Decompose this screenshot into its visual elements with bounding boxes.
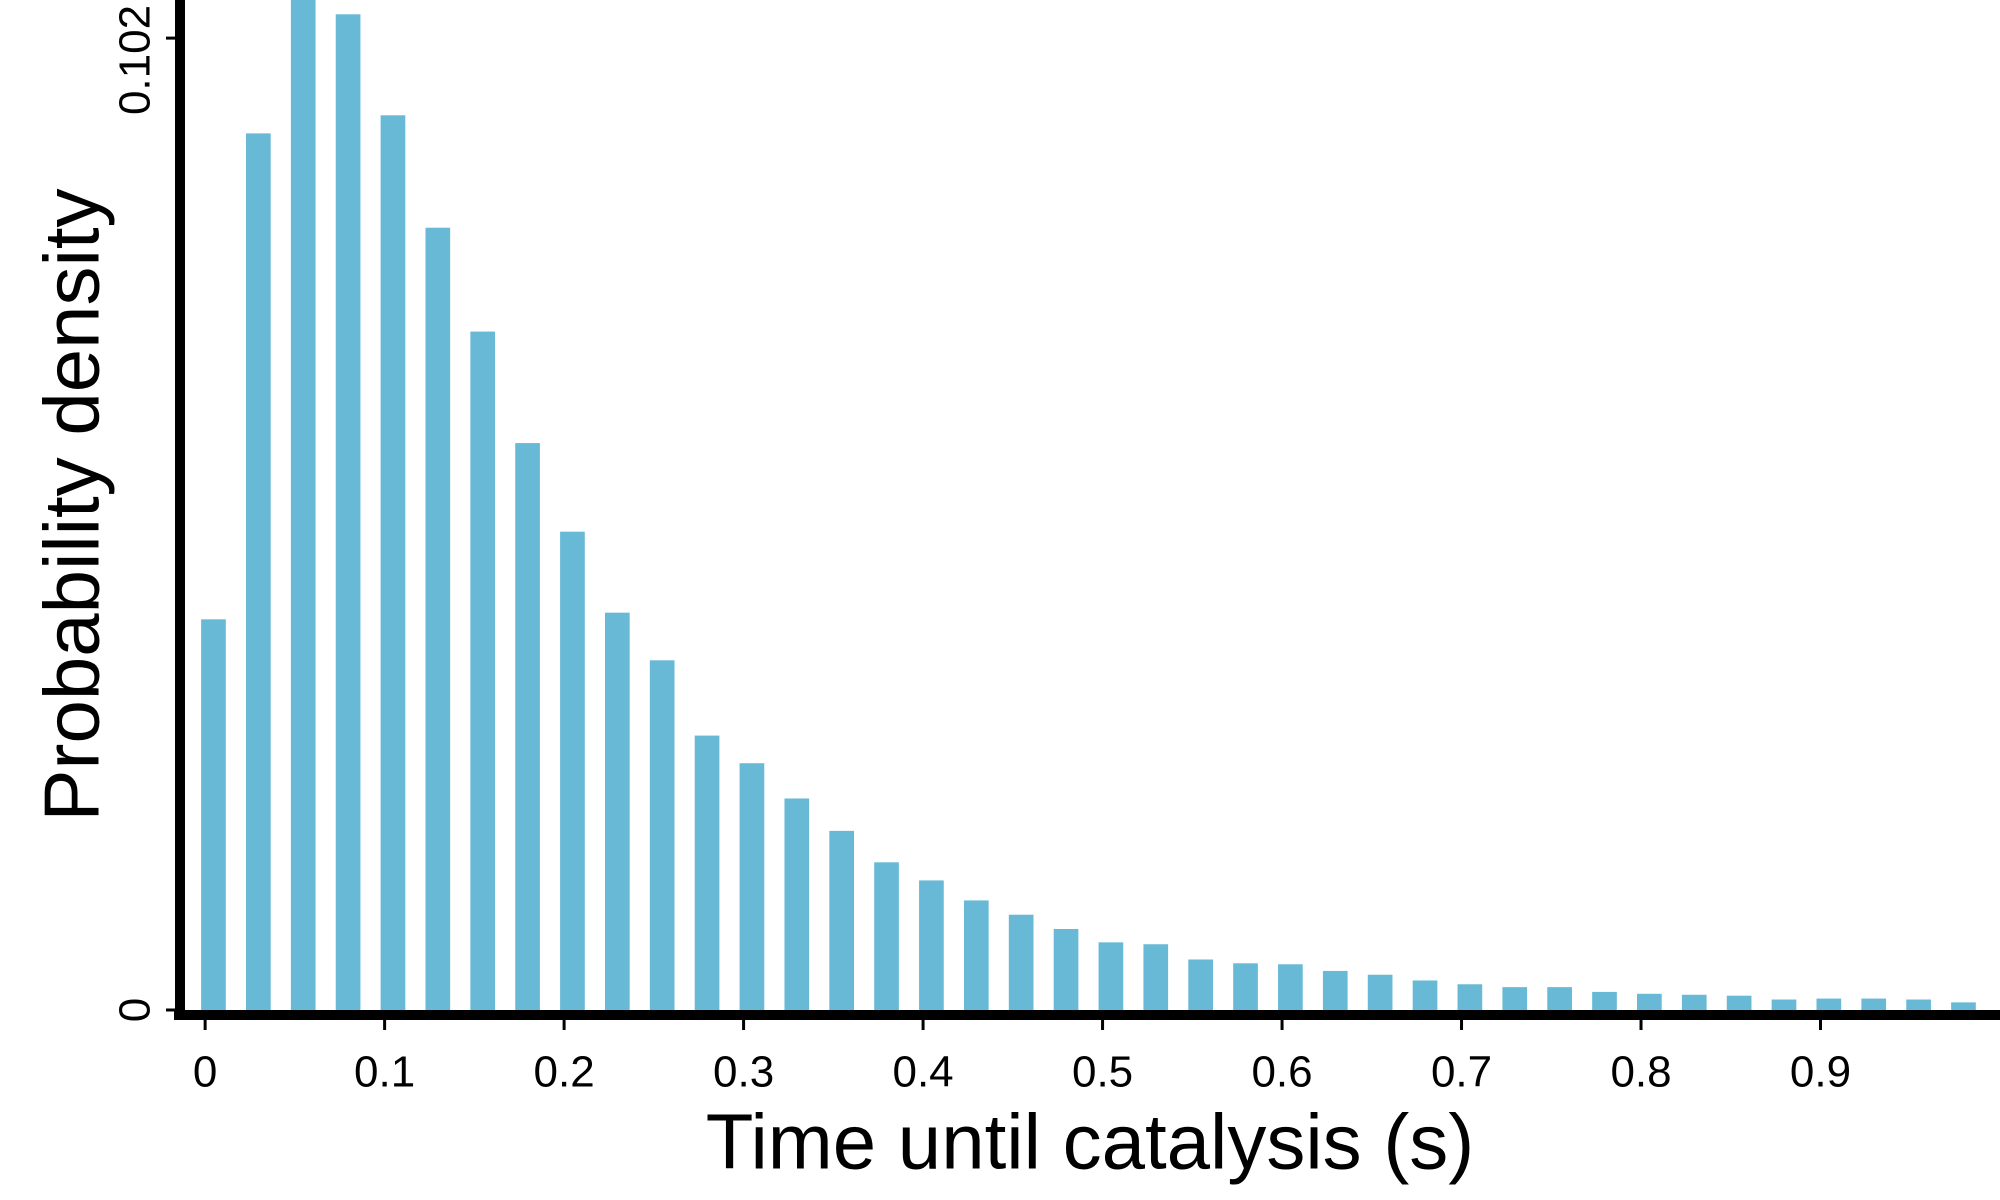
- x-tick-label: 0.2: [534, 1048, 595, 1097]
- bar: [1906, 999, 1931, 1010]
- bar: [380, 115, 406, 1010]
- bar: [560, 531, 585, 1010]
- x-tick-label: 0.4: [892, 1048, 953, 1097]
- bar: [1053, 929, 1079, 1010]
- bar: [1322, 970, 1348, 1010]
- bar: [604, 612, 630, 1010]
- x-axis-label: Time until catalysis (s): [706, 1098, 1475, 1186]
- x-tick-label: 0.6: [1251, 1048, 1312, 1097]
- y-axis-label: Probability density: [28, 189, 116, 822]
- bar: [829, 830, 855, 1010]
- bar: [1861, 998, 1887, 1010]
- x-tick-label: 0.3: [713, 1048, 774, 1097]
- bar: [1502, 987, 1528, 1010]
- bar: [246, 133, 271, 1010]
- bar: [425, 227, 451, 1010]
- x-tick-label: 0.8: [1610, 1048, 1671, 1097]
- y-tick-label: 0.102: [111, 5, 160, 115]
- bar: [874, 862, 899, 1010]
- bar: [290, 0, 316, 1010]
- bar: [1681, 994, 1707, 1010]
- bar: [1592, 991, 1617, 1010]
- bar: [515, 443, 540, 1010]
- x-tick-label: 0.9: [1790, 1048, 1851, 1097]
- bar: [649, 660, 675, 1010]
- x-tick-label: 0.5: [1072, 1048, 1133, 1097]
- bar: [1547, 987, 1572, 1010]
- x-tick-label: 0.7: [1431, 1048, 1492, 1097]
- bar: [1278, 964, 1303, 1010]
- bar: [1098, 942, 1124, 1010]
- bar: [470, 331, 496, 1010]
- bar: [1637, 993, 1662, 1010]
- bar: [1233, 963, 1258, 1010]
- bar: [1816, 998, 1842, 1010]
- bar: [1457, 984, 1483, 1010]
- bar: [784, 798, 810, 1010]
- bar: [335, 14, 361, 1010]
- bar: [1367, 974, 1393, 1010]
- y-tick-label: 0: [111, 998, 160, 1022]
- bar: [1143, 944, 1169, 1010]
- bar: [1951, 1002, 1976, 1010]
- bar: [739, 763, 765, 1010]
- bar: [1008, 914, 1034, 1010]
- bar: [1188, 959, 1213, 1010]
- bar: [963, 900, 989, 1010]
- x-tick-label: 0.1: [354, 1048, 415, 1097]
- bar: [1726, 995, 1752, 1010]
- x-tick-label: 0: [193, 1048, 217, 1097]
- bar: [919, 880, 944, 1010]
- bar: [1771, 999, 1797, 1010]
- bar: [1412, 980, 1438, 1010]
- bar: [201, 619, 226, 1010]
- bar: [694, 735, 720, 1010]
